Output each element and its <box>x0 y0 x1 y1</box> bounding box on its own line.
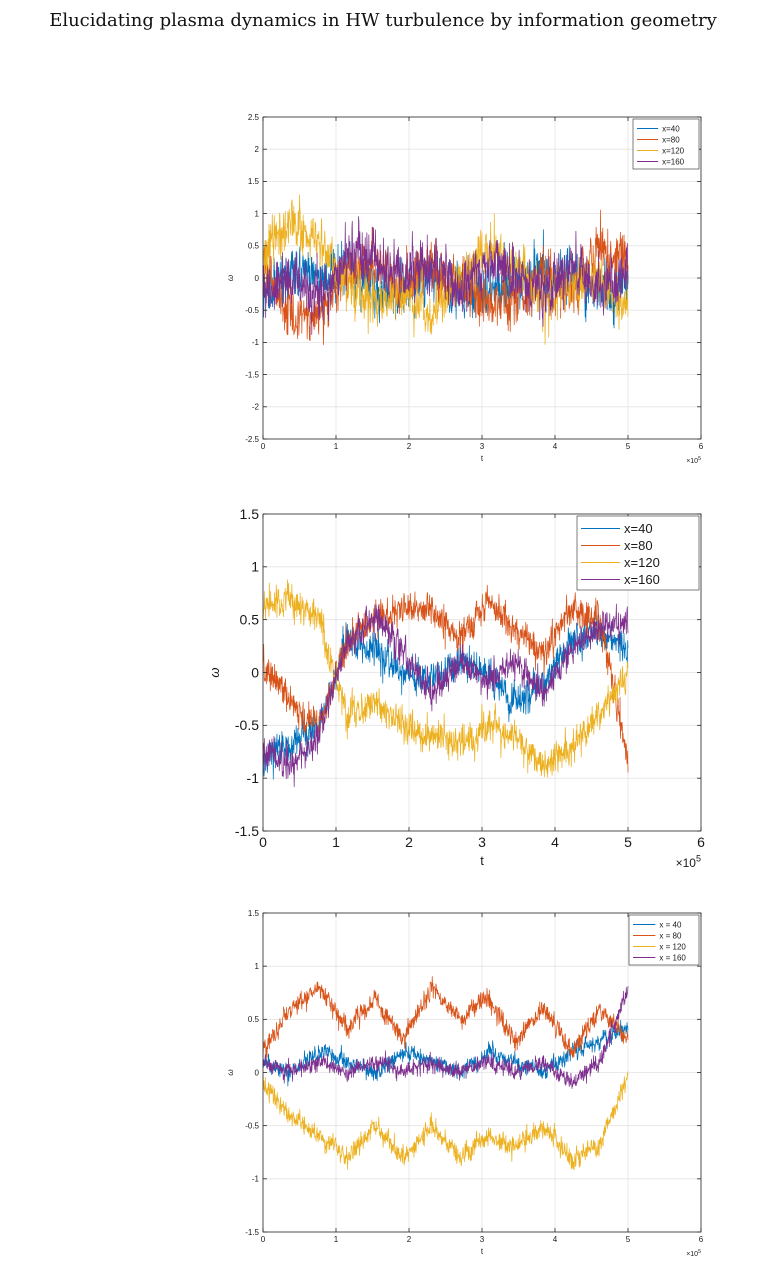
y-tick-label: 0 <box>255 274 260 283</box>
y-tick-label: 0.5 <box>248 1015 260 1024</box>
series-line-x=120 <box>262 1071 629 1171</box>
x-tick-label: 4 <box>553 442 558 451</box>
y-tick-label: 0 <box>255 1068 260 1077</box>
x-tick-label: 1 <box>334 442 339 451</box>
running-title: Elucidating plasma dynamics in HW turbul… <box>49 10 717 31</box>
legend-label: x=80 <box>662 135 680 144</box>
x-tick-label: 1 <box>332 834 340 850</box>
y-tick-label: 1.5 <box>248 177 260 186</box>
y-tick-label: -1 <box>252 338 260 347</box>
legend-label: x=120 <box>624 555 660 570</box>
legend-label: x = 160 <box>659 953 686 962</box>
x-tick-label: 6 <box>699 442 704 451</box>
y-tick-label: -0.5 <box>245 306 259 315</box>
x-tick-label: 6 <box>699 1235 704 1244</box>
y-tick-label: 1 <box>251 559 259 575</box>
series-line-x=120 <box>262 579 629 778</box>
x-tick-label: 1 <box>334 1235 339 1244</box>
legend-label: x = 80 <box>659 931 682 940</box>
y-tick-label: 1.5 <box>240 506 260 522</box>
legend-label: x=40 <box>624 521 653 536</box>
legend: x=40 x=80 x=120 x=160 <box>576 515 700 591</box>
y-tick-label: -1 <box>252 1175 260 1184</box>
x-axis-label: t <box>481 1247 484 1256</box>
x-tick-label: 5 <box>626 442 631 451</box>
legend-label: x = 120 <box>659 942 686 951</box>
y-tick-label: -1.5 <box>245 1228 259 1237</box>
x-tick-label: 5 <box>624 834 632 850</box>
x-tick-label: 2 <box>405 834 413 850</box>
legend-label: x=160 <box>662 157 685 166</box>
y-axis-label: ω <box>226 1069 235 1075</box>
series-line-x=80 <box>262 585 629 773</box>
y-tick-label: -1.5 <box>235 823 259 839</box>
x-exponent-label: ×105 <box>686 1249 701 1258</box>
legend-label: x = 40 <box>659 920 682 929</box>
legend-label: x=80 <box>624 538 653 553</box>
y-tick-label: -2 <box>252 403 260 412</box>
legend: x=40 x=80 x=120 x=160 <box>632 118 700 170</box>
x-tick-label: 2 <box>407 1235 412 1244</box>
y-tick-label: 0.5 <box>240 612 260 628</box>
x-exponent-label: ×105 <box>676 854 701 870</box>
y-tick-label: -1.5 <box>245 370 259 379</box>
series-line-x=160 <box>262 216 629 335</box>
legend-label: x=40 <box>662 124 680 133</box>
legend-box <box>628 914 700 966</box>
legend-label: x=120 <box>662 146 685 155</box>
x-tick-label: 0 <box>261 442 266 451</box>
x-tick-label: 4 <box>551 834 559 850</box>
y-tick-label: -0.5 <box>245 1121 259 1130</box>
y-tick-label: -2.5 <box>245 435 259 444</box>
y-tick-label: 0 <box>251 664 259 680</box>
x-tick-label: 6 <box>697 834 705 850</box>
x-axis-label: t <box>481 454 484 463</box>
y-tick-label: 2 <box>255 145 260 154</box>
y-axis-label: ω <box>207 667 222 677</box>
y-tick-label: -0.5 <box>235 717 259 733</box>
y-axis-label: ω <box>226 275 235 281</box>
x-axis-label: t <box>480 853 484 868</box>
legend-label: x=160 <box>624 572 660 587</box>
y-tick-label: 1 <box>255 209 260 218</box>
series-line-x=120 <box>262 194 629 345</box>
series-line-x=160 <box>262 603 629 788</box>
x-tick-label: 0 <box>261 1235 266 1244</box>
y-tick-label: -1 <box>247 770 260 786</box>
chart-2: 0 1 2 3 4 5 6-1.5-1-0.500.511.5tω×105x=40x=80x… <box>207 506 705 870</box>
x-tick-label: 3 <box>480 1235 485 1244</box>
chart-1: 0 1 2 3 4 5 6 -2.5 -2 -1.5 -1 -0.5 0 0.5 1 1.5 2 2.5 t ω ×10… <box>226 113 704 465</box>
series-line-x=80 <box>262 976 629 1059</box>
series-line-x=160 <box>262 985 629 1089</box>
x-tick-label: 0 <box>259 834 267 850</box>
y-tick-label: 1.5 <box>248 909 260 918</box>
x-exponent-label: ×105 <box>686 456 701 465</box>
legend-box <box>632 118 700 170</box>
y-tick-label: 0.5 <box>248 242 260 251</box>
x-tick-label: 5 <box>626 1235 631 1244</box>
x-tick-label: 3 <box>478 834 486 850</box>
x-tick-label: 4 <box>553 1235 558 1244</box>
x-tick-label: 2 <box>407 442 412 451</box>
legend: x = 40 x = 80 x = 120 x = 160 <box>628 914 700 966</box>
x-tick-label: 3 <box>480 442 485 451</box>
y-tick-label: 1 <box>255 962 260 971</box>
y-tick-label: 2.5 <box>248 113 260 122</box>
